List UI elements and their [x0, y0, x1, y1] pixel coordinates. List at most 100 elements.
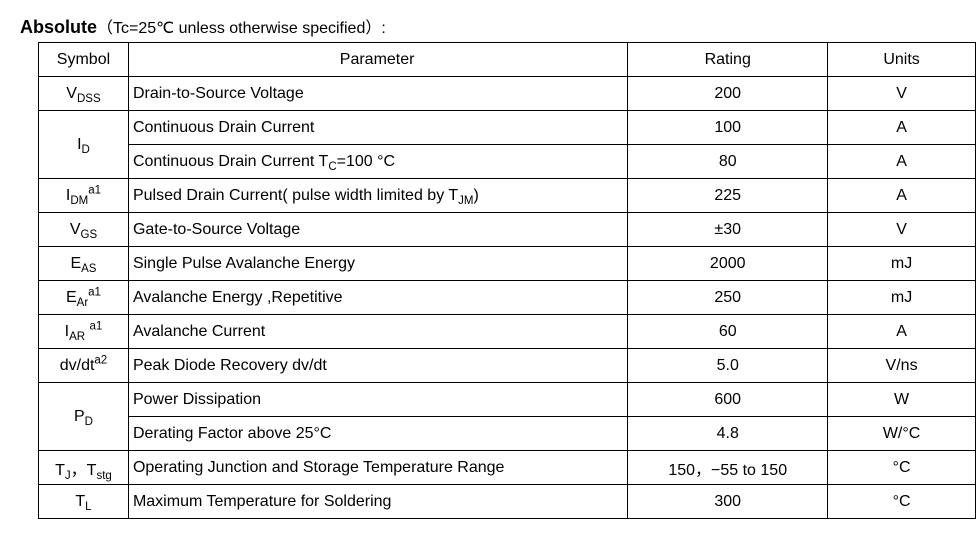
sym-sup: a1 — [88, 184, 101, 196]
symbol-cell: IAR a1 — [39, 315, 129, 349]
units-cell: mJ — [828, 281, 976, 315]
units-cell: W/°C — [828, 417, 976, 451]
param-sub: JM — [458, 195, 473, 207]
rating-cell: 200 — [628, 77, 828, 111]
param-text: Continuous Drain Current T — [133, 153, 328, 170]
parameter-cell: Single Pulse Avalanche Energy — [128, 247, 627, 281]
parameter-cell: Maximum Temperature for Soldering — [128, 485, 627, 519]
units-cell: V — [828, 77, 976, 111]
table-row: TJ，Tstg Operating Junction and Storage T… — [39, 451, 976, 485]
table-row: VGS Gate-to-Source Voltage ±30 V — [39, 213, 976, 247]
parameter-cell: Gate-to-Source Voltage — [128, 213, 627, 247]
symbol-cell: EAra1 — [39, 281, 129, 315]
sym-sub: GS — [80, 229, 97, 241]
parameter-cell: Peak Diode Recovery dv/dt — [128, 349, 627, 383]
table-row: IDMa1 Pulsed Drain Current( pulse width … — [39, 179, 976, 213]
header-symbol: Symbol — [39, 43, 129, 77]
table-row: TL Maximum Temperature for Soldering 300… — [39, 485, 976, 519]
param-text: ) — [473, 187, 478, 204]
table-row: dv/dta2 Peak Diode Recovery dv/dt 5.0 V/… — [39, 349, 976, 383]
sym-base: P — [74, 408, 85, 425]
rating-cell: 225 — [628, 179, 828, 213]
header-parameter: Parameter — [128, 43, 627, 77]
rating-cell: 4.8 — [628, 417, 828, 451]
parameter-cell: Drain-to-Source Voltage — [128, 77, 627, 111]
parameter-cell: Derating Factor above 25°C — [128, 417, 627, 451]
table-row: IAR a1 Avalanche Current 60 A — [39, 315, 976, 349]
table-row: ID Continuous Drain Current 100 A — [39, 111, 976, 145]
rating-cell: 300 — [628, 485, 828, 519]
symbol-cell: ID — [39, 111, 129, 179]
units-cell: mJ — [828, 247, 976, 281]
header-rating: Rating — [628, 43, 828, 77]
sym-base: T — [87, 462, 97, 479]
heading-title: Absolute — [20, 17, 97, 37]
table-row: EAS Single Pulse Avalanche Energy 2000 m… — [39, 247, 976, 281]
param-sub: C — [328, 161, 336, 173]
sym-sub: DM — [70, 195, 88, 207]
parameter-cell: Continuous Drain Current — [128, 111, 627, 145]
sym-sub: AR — [69, 331, 85, 343]
symbol-cell: TJ，Tstg — [39, 451, 129, 485]
parameter-cell: Continuous Drain Current TC=100 °C — [128, 145, 627, 179]
sym-sub: D — [82, 144, 90, 156]
sym-base: T — [55, 462, 65, 479]
sym-sup: a2 — [94, 354, 107, 366]
rating-cell: 80 — [628, 145, 828, 179]
sym-base: E — [70, 255, 81, 272]
rating-cell: ±30 — [628, 213, 828, 247]
table-row: PD Power Dissipation 600 W — [39, 383, 976, 417]
table-row: EAra1 Avalanche Energy ,Repetitive 250 m… — [39, 281, 976, 315]
sym-base: T — [75, 493, 85, 510]
sym-sub: Ar — [77, 297, 89, 309]
symbol-cell: PD — [39, 383, 129, 451]
sym-base: dv/dt — [60, 357, 95, 374]
rating-cell: 250 — [628, 281, 828, 315]
sym-sub: AS — [81, 263, 96, 275]
param-text: =100 °C — [337, 153, 395, 170]
symbol-cell: TL — [39, 485, 129, 519]
sym-base: E — [66, 289, 77, 306]
parameter-cell: Avalanche Current — [128, 315, 627, 349]
units-cell: A — [828, 111, 976, 145]
param-text: Pulsed Drain Current( pulse width limite… — [133, 187, 458, 204]
symbol-cell: VGS — [39, 213, 129, 247]
sym-base: V — [66, 85, 77, 102]
header-units: Units — [828, 43, 976, 77]
table-row: VDSS Drain-to-Source Voltage 200 V — [39, 77, 976, 111]
rating-cell: 60 — [628, 315, 828, 349]
heading-condition: （Tc=25℃ unless otherwise specified）: — [97, 20, 386, 37]
rating-cell: 600 — [628, 383, 828, 417]
symbol-cell: dv/dta2 — [39, 349, 129, 383]
parameter-cell: Power Dissipation — [128, 383, 627, 417]
section-heading: Absolute（Tc=25℃ unless otherwise specifi… — [20, 14, 959, 38]
table-row: Derating Factor above 25°C 4.8 W/°C — [39, 417, 976, 451]
parameter-cell: Pulsed Drain Current( pulse width limite… — [128, 179, 627, 213]
units-cell: V — [828, 213, 976, 247]
rating-cell: 2000 — [628, 247, 828, 281]
absolute-ratings-table: Symbol Parameter Rating Units VDSS Drain… — [38, 42, 976, 519]
table-row: Continuous Drain Current TC=100 °C 80 A — [39, 145, 976, 179]
rating-cell: 150，−55 to 150 — [628, 451, 828, 485]
symbol-cell: VDSS — [39, 77, 129, 111]
sym-sup: a1 — [88, 286, 101, 298]
symbol-cell: IDMa1 — [39, 179, 129, 213]
units-cell: °C — [828, 451, 976, 485]
rating-cell: 100 — [628, 111, 828, 145]
units-cell: °C — [828, 485, 976, 519]
sym-sub: D — [85, 416, 93, 428]
units-cell: W — [828, 383, 976, 417]
units-cell: V/ns — [828, 349, 976, 383]
sym-sup: a1 — [90, 320, 103, 332]
units-cell: A — [828, 179, 976, 213]
sym-base: V — [70, 221, 81, 238]
table-header-row: Symbol Parameter Rating Units — [39, 43, 976, 77]
sym-sub: stg — [96, 470, 111, 482]
parameter-cell: Operating Junction and Storage Temperatu… — [128, 451, 627, 485]
sym-sub: DSS — [77, 93, 101, 105]
units-cell: A — [828, 145, 976, 179]
parameter-cell: Avalanche Energy ,Repetitive — [128, 281, 627, 315]
rating-cell: 5.0 — [628, 349, 828, 383]
sym-sep: ， — [71, 462, 87, 479]
sym-sub: L — [85, 501, 91, 513]
